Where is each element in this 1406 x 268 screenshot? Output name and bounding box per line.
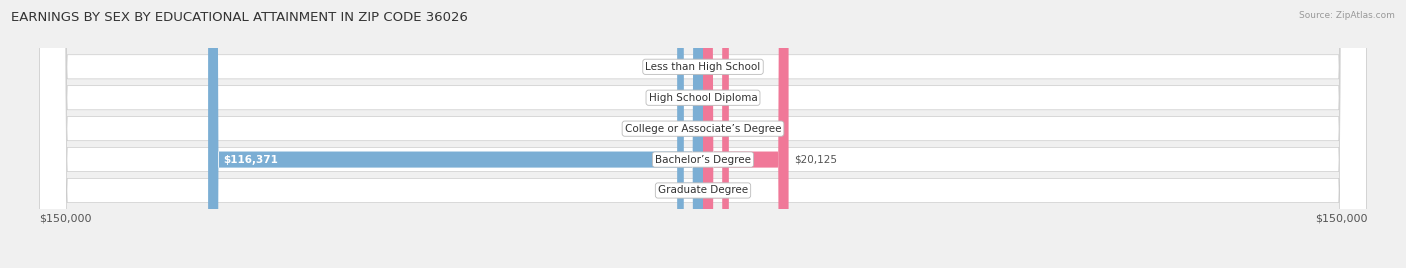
FancyBboxPatch shape [703,0,728,268]
FancyBboxPatch shape [703,0,728,268]
FancyBboxPatch shape [39,0,1367,268]
FancyBboxPatch shape [678,0,703,268]
Text: $0: $0 [659,124,672,134]
FancyBboxPatch shape [678,0,703,268]
FancyBboxPatch shape [39,0,1367,268]
FancyBboxPatch shape [703,0,789,268]
Text: $0: $0 [734,185,747,195]
FancyBboxPatch shape [678,0,703,268]
FancyBboxPatch shape [678,0,703,268]
Text: $116,371: $116,371 [224,155,278,165]
FancyBboxPatch shape [39,0,1367,268]
FancyBboxPatch shape [703,0,728,268]
Text: EARNINGS BY SEX BY EDUCATIONAL ATTAINMENT IN ZIP CODE 36026: EARNINGS BY SEX BY EDUCATIONAL ATTAINMEN… [11,11,468,24]
Text: $0: $0 [659,93,672,103]
Text: $0: $0 [734,62,747,72]
Text: $20,125: $20,125 [794,155,837,165]
Text: Graduate Degree: Graduate Degree [658,185,748,195]
Text: $0: $0 [659,185,672,195]
FancyBboxPatch shape [39,0,1367,268]
FancyBboxPatch shape [208,0,703,268]
Text: High School Diploma: High School Diploma [648,93,758,103]
Text: $0: $0 [659,62,672,72]
Text: Bachelor’s Degree: Bachelor’s Degree [655,155,751,165]
FancyBboxPatch shape [703,0,728,268]
Text: College or Associate’s Degree: College or Associate’s Degree [624,124,782,134]
Text: Source: ZipAtlas.com: Source: ZipAtlas.com [1299,11,1395,20]
FancyBboxPatch shape [39,0,1367,268]
Text: $0: $0 [734,124,747,134]
Text: $0: $0 [734,93,747,103]
Text: Less than High School: Less than High School [645,62,761,72]
